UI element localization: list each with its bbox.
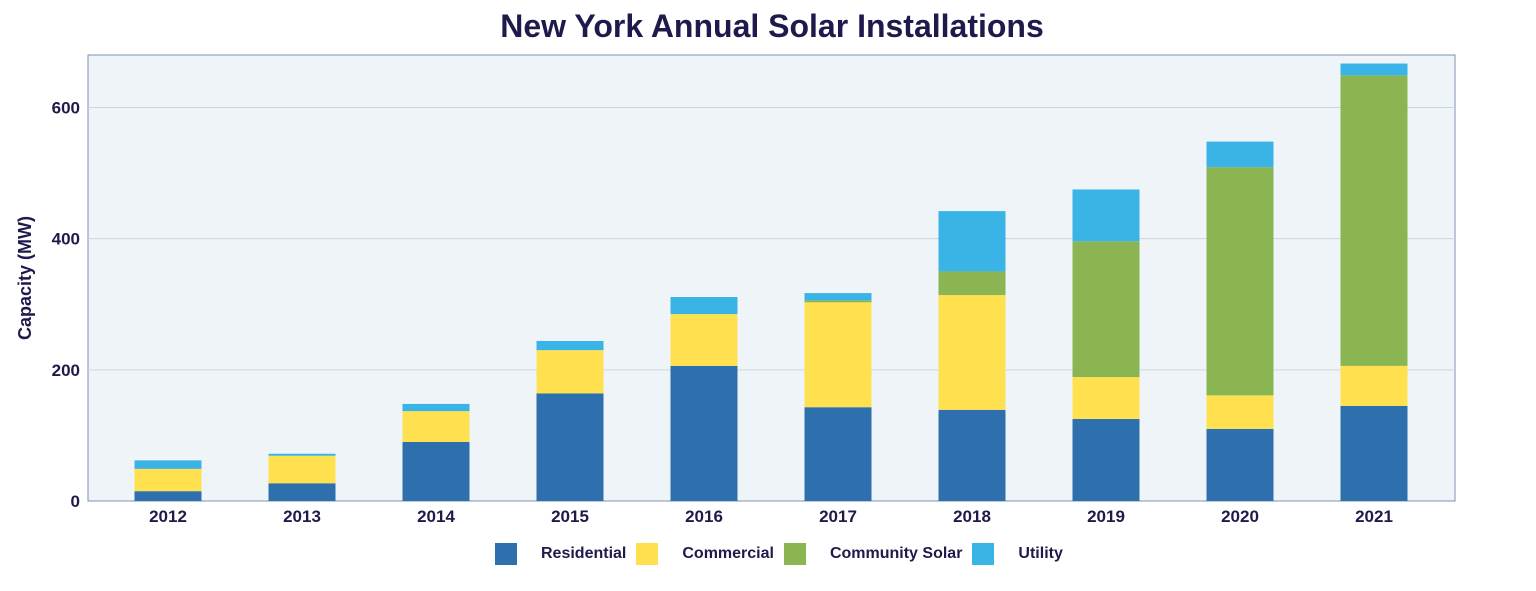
x-tick-label: 2013 [283,507,321,526]
bar-community-solar-2019 [1072,241,1140,378]
bar-residential-2015 [536,393,604,501]
legend: Residential Commercial Community Solar Util… [495,543,1073,565]
bar-utility-2013 [268,453,336,456]
bar-commercial-2013 [268,455,336,484]
bar-community-solar-2018 [938,271,1006,296]
legend-swatch [636,543,659,565]
bar-residential-2019 [1072,419,1140,501]
bar-community-solar-2020 [1206,167,1274,396]
bar-residential-2017 [804,407,872,501]
bar-commercial-2014 [402,411,470,442]
bar-utility-2021 [1340,63,1408,76]
bar-utility-2016 [670,297,738,315]
y-tick-label: 400 [52,230,80,249]
bar-utility-2012 [134,460,202,469]
legend-label: Commercial [682,545,774,562]
x-tick-label: 2014 [417,507,455,526]
bar-utility-2014 [402,403,470,412]
legend-swatch [972,543,995,565]
y-tick-label: 600 [52,98,80,117]
x-tick-label: 2016 [685,507,723,526]
x-tick-label: 2018 [953,507,991,526]
bar-commercial-2012 [134,468,202,492]
bar-commercial-2015 [536,350,604,394]
bar-commercial-2018 [938,295,1006,410]
x-tick-label: 2015 [551,507,589,526]
y-axis-label: Capacity (MW) [15,216,35,340]
bar-community-solar-2021 [1340,75,1408,366]
legend-label: Utility [1018,545,1063,562]
bar-community-solar-2017 [804,300,872,303]
y-tick-label: 200 [52,361,80,380]
y-tick-label: 0 [71,492,80,511]
x-tick-label: 2017 [819,507,857,526]
x-tick-label: 2012 [149,507,187,526]
legend-label: Community Solar [829,545,963,562]
bar-utility-2018 [938,211,1006,272]
bar-residential-2021 [1340,405,1408,501]
x-tick-label: 2021 [1355,507,1393,526]
bar-utility-2015 [536,340,604,351]
legend-label: Residential [541,545,627,562]
bar-residential-2018 [938,409,1006,501]
bar-utility-2020 [1206,141,1274,168]
bar-residential-2012 [134,491,202,501]
bar-commercial-2019 [1072,377,1140,420]
bar-utility-2017 [804,293,872,301]
bar-utility-2019 [1072,189,1140,242]
x-tick-label: 2020 [1221,507,1259,526]
bar-residential-2014 [402,441,470,501]
x-tick-label: 2019 [1087,507,1125,526]
chart-title: New York Annual Solar Installations [500,8,1044,44]
bar-residential-2013 [268,483,336,501]
legend-swatch [495,543,517,565]
bar-residential-2016 [670,365,738,501]
bar-commercial-2016 [670,314,738,366]
bar-commercial-2020 [1206,395,1274,429]
bar-commercial-2017 [804,302,872,408]
bar-residential-2020 [1206,428,1274,501]
bar-commercial-2021 [1340,365,1408,406]
legend-swatch [783,543,806,565]
